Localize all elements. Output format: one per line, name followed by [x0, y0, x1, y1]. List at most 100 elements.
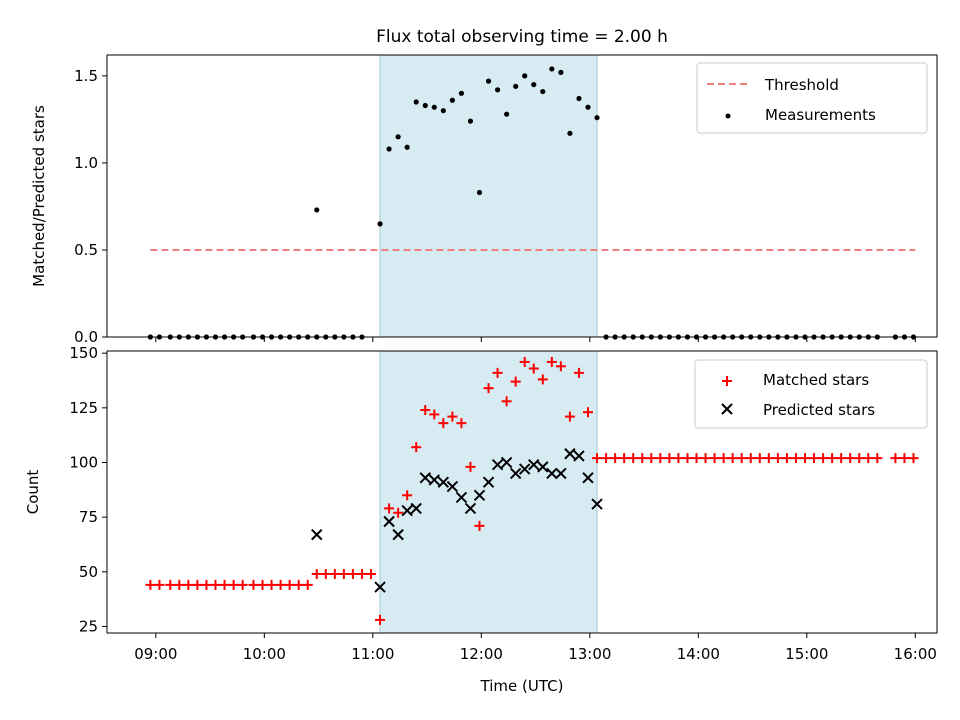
matched-star-point: [745, 453, 756, 464]
matched-star-point: [827, 453, 838, 464]
matched-star-point: [474, 520, 485, 531]
top-legend-box: [696, 62, 928, 134]
matched-star-point: [799, 453, 810, 464]
matched-star-point: [854, 453, 865, 464]
matched-star-point: [628, 453, 639, 464]
measurement-point: [413, 99, 419, 105]
bottom-y-tick-label: 100: [69, 453, 98, 471]
matched-star-point: [293, 579, 304, 590]
predicted-star-point: [491, 458, 504, 471]
predicted-star-point: [537, 461, 549, 473]
top-y-tick-label: 1.5: [74, 67, 98, 85]
predicted-star-point: [392, 528, 404, 541]
matched-star-point: [836, 453, 847, 464]
bottom-y-axis-label: Count: [24, 470, 42, 515]
matched-star-point: [727, 453, 738, 464]
matched-star-point: [201, 579, 212, 590]
matched-star-point: [564, 411, 575, 422]
legend-matched-swatch: [722, 376, 732, 386]
bottom-x-tick-label: 16:00: [894, 645, 937, 663]
matched-star-point: [754, 453, 765, 464]
top-panel: 0.0 0.5 1.0 1.5 Matched/Predicted stars Thr…: [30, 54, 938, 346]
predicted-star-point: [410, 502, 422, 515]
predicted-star-point: [428, 474, 441, 486]
legend-predicted-swatch: [721, 403, 733, 415]
measurement-point: [513, 83, 519, 89]
predicted-star-point: [564, 448, 576, 460]
measurement-point: [386, 146, 392, 152]
matched-star-point: [219, 579, 230, 590]
matched-stars-series: [145, 356, 919, 625]
matched-star-point: [483, 383, 494, 394]
predicted-star-point: [437, 476, 450, 488]
predicted-star-point: [500, 456, 513, 469]
measurement-point: [522, 73, 528, 79]
matched-star-point: [492, 367, 503, 378]
predicted-star-point: [419, 472, 431, 484]
matched-star-point: [790, 453, 801, 464]
measurement-point: [476, 189, 483, 196]
bottom-y-tick-label: 75: [79, 508, 98, 526]
matched-star-point: [165, 579, 176, 590]
matched-star-point: [528, 363, 539, 374]
measurement-point: [576, 95, 582, 102]
bottom-x-tick-label: 11:00: [351, 645, 394, 663]
matched-star-point: [863, 453, 874, 464]
matched-star-point: [329, 568, 340, 579]
matched-star-point: [402, 490, 413, 501]
predicted-star-point: [582, 472, 594, 484]
matched-star-point: [284, 579, 295, 590]
matched-star-point: [646, 453, 657, 464]
measurement-point: [431, 104, 437, 110]
predicted-star-point: [509, 467, 522, 480]
legend-threshold-label: Threshold: [764, 76, 839, 94]
measurement-point: [422, 102, 428, 109]
matched-star-point: [700, 453, 711, 464]
measurement-point: [440, 108, 446, 114]
bottom-x-tick-label: 10:00: [243, 645, 286, 663]
matched-star-point: [664, 453, 675, 464]
bottom-x-tick-label: 12:00: [460, 645, 503, 663]
matched-star-point: [429, 409, 440, 420]
predicted-star-point: [401, 504, 413, 517]
matched-star-point: [709, 453, 720, 464]
matched-star-point: [465, 461, 476, 472]
predicted-star-point: [528, 458, 540, 471]
matched-star-point: [192, 579, 203, 590]
matched-star-point: [275, 579, 286, 590]
measurement-point: [531, 81, 537, 88]
matched-star-point: [899, 453, 910, 464]
predicted-star-point: [519, 463, 531, 475]
top-y-tick-label: 1.0: [74, 154, 98, 172]
matched-star-point: [384, 503, 395, 514]
matched-star-point: [555, 361, 566, 372]
matched-star-point: [456, 418, 467, 429]
measurement-point: [485, 78, 492, 84]
matched-star-point: [592, 453, 603, 464]
bottom-y-tick-label: 125: [69, 399, 98, 417]
measurement-point: [494, 87, 501, 93]
matched-star-point: [818, 453, 829, 464]
matched-star-point: [311, 568, 322, 579]
chart-title: Flux total observing time = 2.00 h: [376, 27, 668, 47]
bottom-axes-frame: [106, 350, 938, 634]
predicted-star-point: [591, 498, 603, 510]
predicted-star-point: [464, 502, 477, 515]
matched-star-point: [210, 579, 221, 590]
matched-star-point: [438, 418, 449, 429]
bottom-shaded-region: [379, 350, 598, 634]
matched-star-point: [610, 453, 621, 464]
predicted-star-point: [555, 467, 567, 480]
bottom-legend: Matched stars Predicted stars: [694, 359, 928, 429]
measurement-point: [540, 88, 546, 95]
measurement-point: [467, 118, 474, 124]
top-y-tick-label: 0.5: [74, 241, 98, 259]
matched-star-point: [174, 579, 185, 590]
top-legend: Threshold Measurements: [696, 62, 928, 134]
matched-star-point: [356, 568, 367, 579]
measurement-point: [395, 134, 401, 140]
predicted-star-point: [455, 491, 468, 504]
measurement-point: [585, 104, 591, 110]
legend-measurements-label: Measurements: [765, 106, 876, 124]
